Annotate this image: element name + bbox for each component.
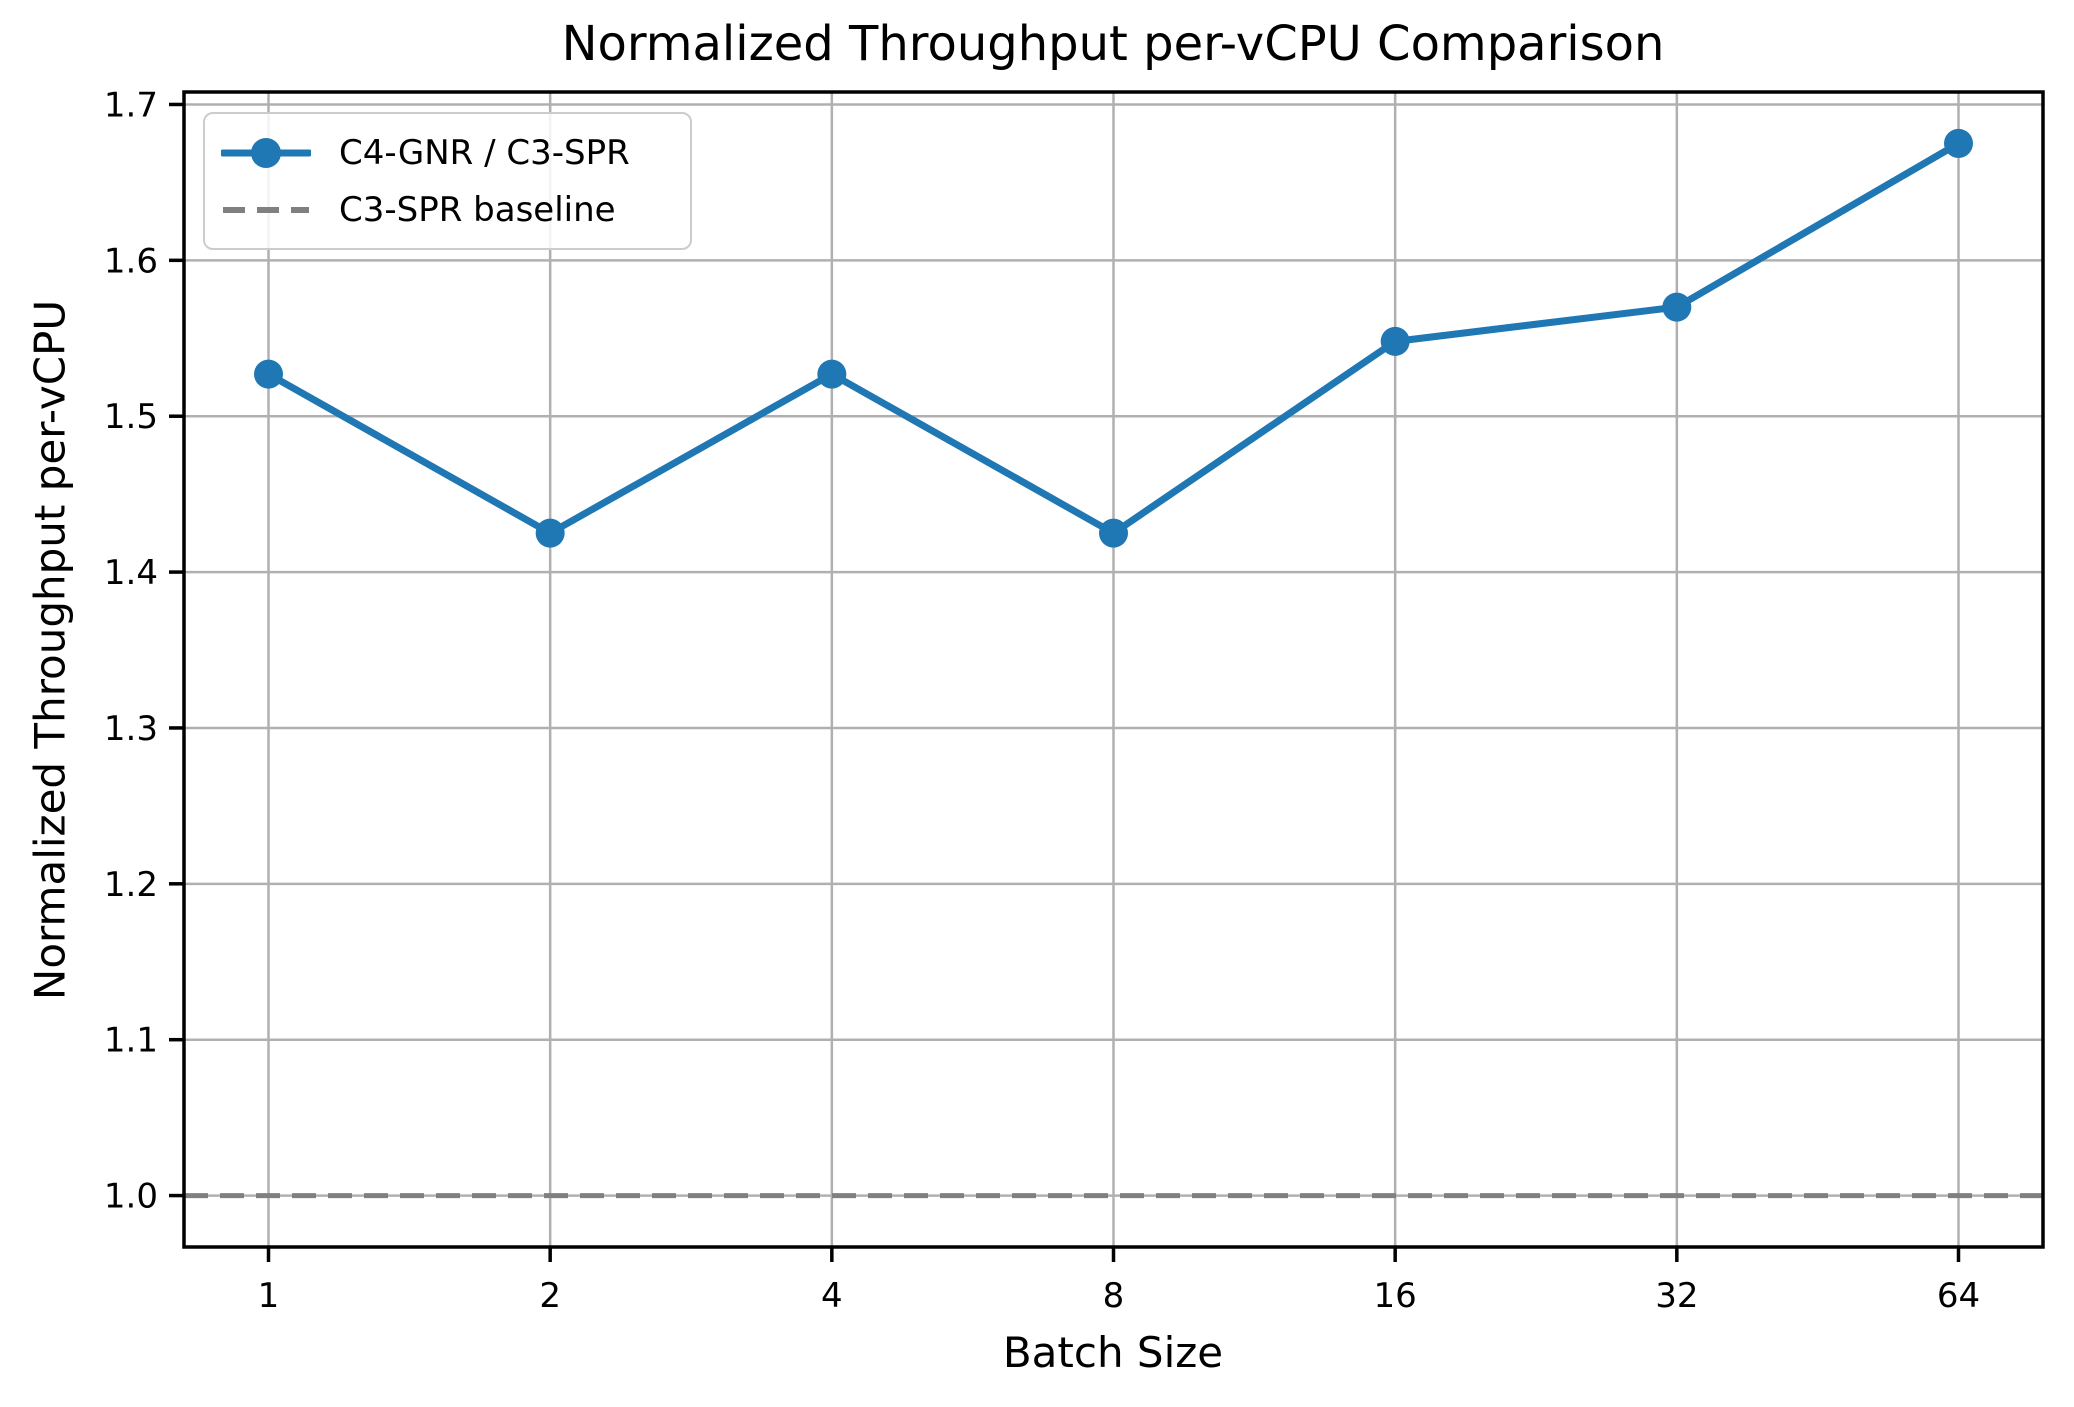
data-point-marker bbox=[535, 518, 565, 548]
data-point-marker bbox=[817, 359, 847, 389]
x-tick-label: 32 bbox=[1655, 1276, 1698, 1316]
y-tick-label: 1.4 bbox=[104, 553, 158, 593]
legend-item-series: C4-GNR / C3-SPR bbox=[221, 126, 690, 180]
x-tick-label: 64 bbox=[1937, 1276, 1980, 1316]
y-tick-label: 1.5 bbox=[104, 397, 158, 437]
y-tick-label: 1.3 bbox=[104, 709, 158, 749]
x-tick-label: 8 bbox=[1103, 1276, 1125, 1316]
baseline-dash-sample-icon bbox=[223, 206, 309, 213]
y-tick-label: 1.2 bbox=[104, 865, 158, 905]
legend-label-baseline: C3-SPR baseline bbox=[339, 189, 616, 230]
data-point-marker bbox=[1662, 292, 1692, 322]
y-tick-label: 1.1 bbox=[104, 1021, 158, 1061]
x-tick-label: 2 bbox=[539, 1276, 561, 1316]
x-tick-label: 16 bbox=[1374, 1276, 1417, 1316]
data-point-marker bbox=[1944, 128, 1973, 158]
data-point-marker bbox=[1380, 326, 1410, 356]
legend-label-series: C4-GNR / C3-SPR bbox=[339, 132, 630, 173]
y-axis-label: Normalized Throughput per-vCPU bbox=[25, 299, 75, 1001]
legend-item-baseline: C3-SPR baseline bbox=[221, 183, 690, 237]
y-tick-label: 1.6 bbox=[104, 241, 158, 281]
x-tick-label: 1 bbox=[258, 1276, 280, 1316]
x-tick-label: 4 bbox=[821, 1276, 843, 1316]
legend: C4-GNR / C3-SPR C3-SPR baseline bbox=[203, 112, 692, 250]
x-axis-label: Batch Size bbox=[1002, 1328, 1224, 1377]
y-tick-label: 1.7 bbox=[104, 85, 158, 125]
chart-title: Normalized Throughput per-vCPU Compariso… bbox=[561, 16, 1665, 72]
data-point-marker bbox=[1099, 518, 1128, 548]
y-tick-label: 1.0 bbox=[104, 1177, 158, 1217]
data-point-marker bbox=[254, 359, 283, 389]
series-line-sample-icon bbox=[221, 137, 311, 168]
